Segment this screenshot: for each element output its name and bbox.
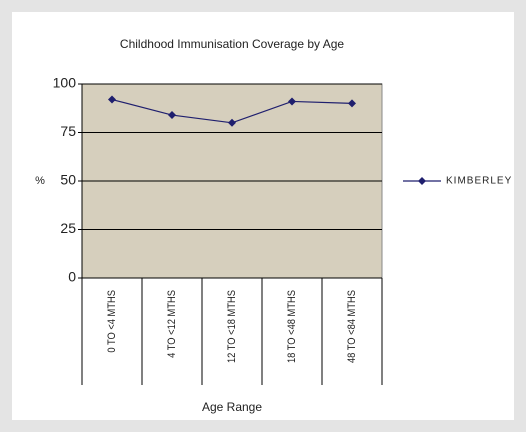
point-marker (348, 99, 356, 108)
x-tick-label: 12 TO <18 MTHS (226, 290, 238, 363)
legend-label: KIMBERLEY (446, 176, 512, 187)
point-marker (168, 111, 176, 120)
chart-title: Childhood Immunisation Coverage by Age (120, 37, 344, 51)
point-marker (228, 118, 236, 127)
x-tick-label: 4 TO <12 MTHS (166, 290, 178, 358)
y-tick-label: 100 (53, 75, 77, 91)
y-axis-label: % (35, 175, 45, 187)
point-marker (108, 95, 116, 104)
y-tick-label: 50 (60, 172, 76, 188)
y-tick-label: 0 (68, 269, 76, 285)
x-tick-label: 0 TO <4 MTHS (106, 290, 118, 353)
x-axis-label: Age Range (202, 400, 262, 414)
x-tick-label: 48 TO <84 MTHS (346, 290, 358, 363)
x-tick-label: 18 TO <48 MTHS (286, 290, 298, 363)
legend-marker (418, 177, 426, 185)
y-tick-label: 75 (60, 123, 76, 139)
y-tick-label: 25 (60, 220, 76, 236)
point-marker (288, 97, 296, 106)
